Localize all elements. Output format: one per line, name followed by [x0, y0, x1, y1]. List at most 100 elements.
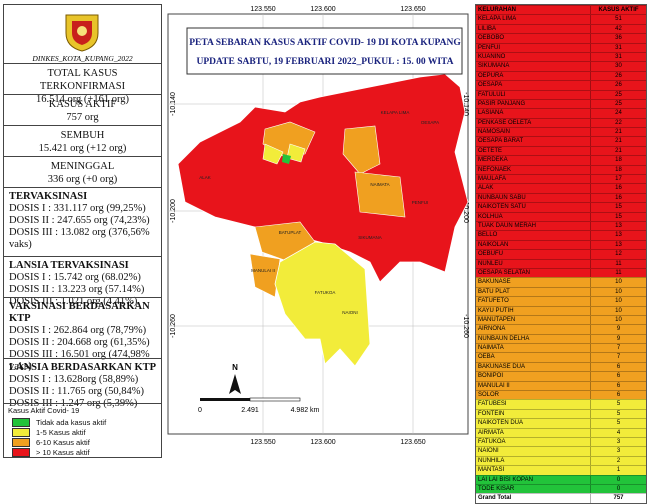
region-label: PENFUI [412, 200, 429, 205]
table-row: BATU PLAT 10 [476, 286, 646, 297]
cell: 9 [616, 335, 621, 342]
cell: AIRNONA [476, 325, 591, 334]
cell: NUNBAUN SABU [476, 193, 591, 203]
region-label: NAIMATA [370, 182, 389, 187]
region-labels: NAIMATA BATUPLAT MANULAI II FATUKOA NAIONI KE… [199, 110, 439, 315]
cell: 11 [615, 260, 622, 267]
region-yellow [286, 143, 306, 163]
legend: Kasus Aktif Covid- 19 Tidak ada kasus akt… [4, 403, 161, 458]
table-row: TUAK DAUN MERAH 13 [476, 220, 646, 231]
cell: NAIMATA [476, 344, 591, 353]
cell: 10 [615, 288, 622, 295]
stat-value: 15.421 org (+12 org) [38, 143, 127, 154]
vaccine-box: VAKSINASI BERDASARKAN KTP DOSIS I : 262.8… [4, 297, 161, 372]
cell: 6 [616, 392, 621, 399]
cell: 26 [615, 72, 622, 79]
cell: 10 [615, 307, 622, 314]
cell: 7 [616, 354, 621, 361]
region-yellow [274, 241, 371, 367]
stat-title: MENINGGAL [50, 161, 115, 172]
table-row: NUNHILA 2 [476, 455, 646, 466]
cell: BAKUNASE DUA [476, 362, 591, 372]
cell: SIKUMANA [476, 62, 591, 71]
cell: NAIKOTEN SATU [476, 203, 591, 212]
cell: OESAPA BARAT [476, 137, 591, 146]
cell: PENKASE OELETA [476, 118, 591, 128]
vaccine-box: TERVAKSINASI DOSIS I : 331.117 org (99,25… [4, 187, 161, 256]
box-title: LANSIA BERDASARKAN KTP [9, 362, 157, 373]
scale-label: 2.491 [241, 407, 259, 414]
dose-line: DOSIS III : 16.501 org (474,98% vaks) [9, 349, 150, 372]
legend-item: > 10 Kasus aktif [4, 447, 161, 457]
cell: PASIR PANJANG [476, 99, 591, 109]
region-orange [262, 121, 316, 157]
region-orange [249, 253, 281, 298]
cell: 21 [615, 129, 622, 136]
cell: 757 [613, 495, 624, 502]
cell: FATUBESI [476, 400, 591, 409]
cell: KAYU PUTIH [476, 306, 591, 315]
table-row: NAMOSAIN 21 [476, 127, 646, 137]
legend-swatch [12, 427, 30, 437]
cell: 3 [616, 448, 621, 455]
stat-box: SEMBUH 15.421 org (+12 org) [4, 125, 161, 156]
stat-value: 16.514 org (+161 org) [35, 94, 130, 105]
stat-value: 336 org (+0 org) [47, 174, 118, 185]
table-header: KELURAHAN KASUS AKTIF [476, 5, 646, 15]
table-row: FATUFETO 10 [476, 296, 646, 306]
dose-line: DOSIS I : 15.742 org (68.02%) [9, 272, 141, 283]
cell: 15 [615, 213, 622, 220]
box-title: VAKSINASI BERDASARKAN KTP [9, 301, 150, 324]
cell: 21 [615, 138, 622, 145]
box-title: LANSIA TERVAKSINASI [9, 260, 129, 271]
cell: 21 [615, 147, 622, 154]
cell: NAIKOLAN [476, 240, 591, 250]
cell: 25 [615, 91, 622, 98]
page: DINKES_KOTA_KUPANG_2022 TOTAL KASUS TERK… [3, 4, 647, 504]
title-box [186, 27, 463, 75]
cell: BAKUNASE [476, 278, 591, 287]
legend-title: Kasus Aktif Covid- 19 [8, 406, 80, 415]
region-label: BATUPLAT [279, 230, 302, 235]
table-row: OEPURA 26 [476, 70, 646, 81]
cell: 30 [615, 63, 622, 70]
case-table: KELURAHAN KASUS AKTIF KELAPA LIMA 51 LILIBA 4… [475, 4, 647, 504]
table-row: OEBA 7 [476, 352, 646, 362]
stat-box: TOTAL KASUS TERKONFIRMASI 16.514 org (+16… [4, 63, 161, 105]
vaccine-box: LANSIA BERDASARKAN KTP DOSIS I : 13.628or… [4, 358, 161, 409]
map-subtitle: UPDATE SABTU, 19 FEBRUARI 2022_PUKUL : 1… [196, 57, 453, 67]
dose-line: DOSIS II : 11.765 org (50,84%) [9, 386, 145, 397]
table-total: Grand Total 757 [476, 493, 646, 503]
legend-swatch [12, 437, 30, 447]
dose-line: DOSIS III : 13.082 org (376,56% vaks) [9, 227, 150, 250]
legend-swatch [12, 447, 30, 457]
table-row: BAKUNASE 10 [476, 277, 646, 287]
cell: 31 [615, 44, 622, 51]
north-label: N [232, 363, 238, 372]
lat-label: -10.260 [462, 314, 469, 338]
cell: 5 [616, 420, 621, 427]
cell: AIRMATA [476, 428, 591, 437]
cell: SOLOR [476, 391, 591, 400]
table-row: TODE KISAR 0 [476, 483, 646, 494]
cell: 6 [616, 373, 621, 380]
region-label: NAIONI [342, 310, 358, 315]
table-row: KUANINO 31 [476, 51, 646, 62]
lat-label: -10.200 [462, 199, 469, 223]
cell: 17 [615, 176, 622, 183]
table-row: BELLO 13 [476, 230, 646, 240]
table-row: LILIBA 42 [476, 23, 646, 34]
table-row: OESAPA SELATAN 11 [476, 267, 646, 278]
cell: BATU PLAT [476, 287, 591, 297]
region-label: OESAPA [421, 120, 439, 125]
cell: 15 [615, 204, 622, 211]
table-row: NAIKOLAN 13 [476, 239, 646, 250]
region-label: KELAPA LIMA [381, 110, 410, 115]
cell: NAIKOTEN DUA [476, 419, 591, 428]
cell: MERDEKA [476, 156, 591, 165]
legend-item: 1-5 Kasus aktif [4, 427, 161, 437]
north-arrow [229, 374, 241, 394]
cell: KASUS AKTIF [598, 7, 639, 13]
cell: OEBA [476, 353, 591, 362]
table-row: FONTEIN 5 [476, 408, 646, 419]
